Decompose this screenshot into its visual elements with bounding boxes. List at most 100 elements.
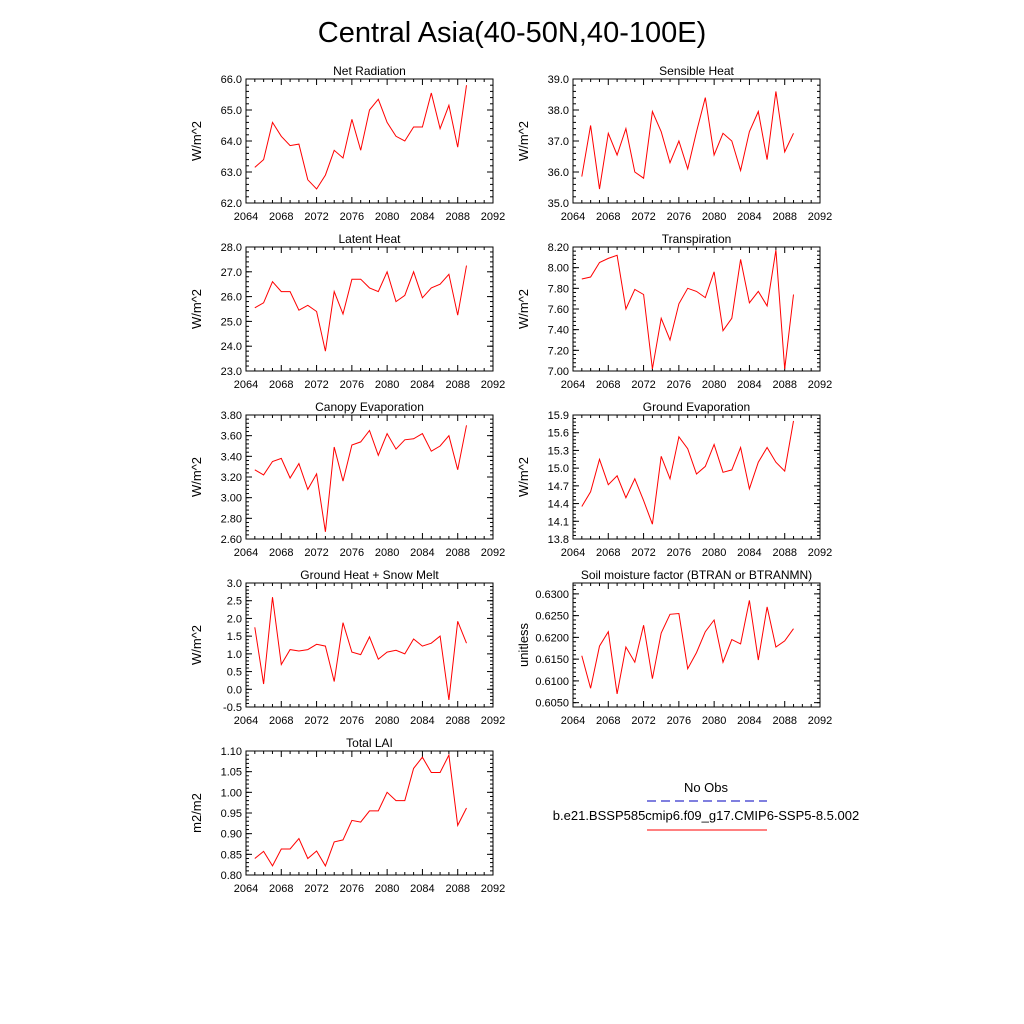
y-tick-label: 28.0: [221, 242, 242, 254]
x-tick-label: 2064: [234, 547, 258, 559]
y-tick-label: 14.1: [548, 516, 569, 528]
x-tick-label: 2068: [269, 379, 293, 391]
x-tick-label: 2088: [445, 715, 469, 727]
x-tick-label: 2072: [304, 211, 328, 223]
plot-frame: [572, 414, 821, 540]
y-tick-label: 0.95: [221, 808, 242, 820]
y-tick-label: 23.0: [221, 366, 242, 378]
y-tick-label: 2.80: [221, 513, 242, 525]
y-tick-label: 25.0: [221, 316, 242, 328]
series-line: [581, 250, 794, 369]
y-tick-label: 3.00: [221, 493, 242, 505]
x-tick-label: 2076: [667, 715, 691, 727]
x-tick-label: 2068: [269, 547, 293, 559]
plot-frame: [572, 246, 821, 372]
y-tick-label: 3.60: [221, 431, 242, 443]
x-tick-label: 2084: [737, 547, 761, 559]
panel-title: Latent Heat: [338, 232, 401, 246]
y-axis-label: W/m^2: [516, 121, 531, 161]
y-tick-label: 0.90: [221, 829, 242, 841]
legend-model-label: b.e21.BSSP585cmip6.f09_g17.CMIP6-SSP5-8.…: [553, 808, 859, 823]
x-tick-label: 2076: [340, 211, 364, 223]
y-axis-label: m2/m2: [189, 793, 204, 833]
panel-title: Transpiration: [662, 232, 732, 246]
y-axis-label: W/m^2: [189, 457, 204, 497]
x-tick-label: 2088: [445, 547, 469, 559]
y-tick-label: 3.40: [221, 451, 242, 463]
y-axis-label: W/m^2: [516, 457, 531, 497]
x-tick-label: 2072: [631, 547, 655, 559]
x-tick-label: 2084: [737, 211, 761, 223]
x-tick-label: 2088: [445, 883, 469, 895]
x-tick-label: 2064: [234, 211, 258, 223]
x-tick-label: 2068: [596, 547, 620, 559]
y-tick-label: 7.80: [548, 283, 569, 295]
x-tick-label: 2064: [234, 715, 258, 727]
x-tick-label: 2080: [702, 715, 726, 727]
x-tick-label: 2068: [596, 211, 620, 223]
y-tick-label: 7.20: [548, 345, 569, 357]
panel-title: Ground Evaporation: [643, 400, 750, 414]
series-line: [581, 420, 794, 525]
x-tick-label: 2080: [702, 379, 726, 391]
x-tick-label: 2088: [772, 379, 796, 391]
panel-title: Ground Heat + Snow Melt: [300, 568, 439, 582]
x-tick-label: 2072: [304, 883, 328, 895]
panel-title: Canopy Evaporation: [315, 400, 424, 414]
y-tick-label: 8.20: [548, 242, 569, 254]
x-tick-label: 2064: [234, 883, 258, 895]
panel-title: Soil moisture factor (BTRAN or BTRANMN): [581, 568, 812, 582]
y-tick-label: 0.80: [221, 870, 242, 882]
x-tick-label: 2072: [631, 211, 655, 223]
x-tick-label: 2068: [269, 883, 293, 895]
y-axis-label: W/m^2: [189, 121, 204, 161]
x-tick-label: 2084: [410, 379, 434, 391]
y-tick-label: 2.0: [227, 613, 242, 625]
x-tick-label: 2072: [631, 379, 655, 391]
x-tick-label: 2092: [481, 715, 505, 727]
x-tick-label: 2092: [808, 715, 832, 727]
x-tick-label: 2072: [631, 715, 655, 727]
y-tick-label: 65.0: [221, 105, 242, 117]
series-line: [581, 600, 794, 694]
x-tick-label: 2068: [596, 379, 620, 391]
y-tick-label: 1.5: [227, 631, 242, 643]
legend: No Obs b.e21.BSSP585cmip6.f09_g17.CMIP6-…: [553, 780, 859, 831]
y-tick-label: -0.5: [223, 702, 242, 714]
y-tick-label: 38.0: [548, 105, 569, 117]
y-tick-label: 14.4: [548, 499, 569, 511]
y-tick-label: 0.6100: [535, 676, 569, 688]
x-tick-label: 2076: [340, 715, 364, 727]
x-tick-label: 2088: [445, 211, 469, 223]
panel-total-lai: Total LAI 2064 2068 2072 2076 2080 2084 2088 209…: [189, 736, 505, 895]
y-tick-label: 3.0: [227, 578, 242, 590]
panel-net-radiation: Net Radiation 2064 2068 2072 2076 2080 2084 208…: [189, 64, 505, 223]
panel-soil-moisture-factor-btran-or-btranmn: Soil moisture factor (BTRAN or BTRANMN) 2…: [516, 568, 832, 727]
x-tick-label: 2084: [410, 715, 434, 727]
y-tick-label: 36.0: [548, 167, 569, 179]
x-tick-label: 2064: [561, 547, 585, 559]
y-tick-label: 24.0: [221, 341, 242, 353]
panel-latent-heat: Latent Heat 2064 2068 2072 2076 2080 2084 2088 2…: [189, 232, 505, 391]
y-tick-label: 26.0: [221, 292, 242, 304]
x-tick-label: 2072: [304, 379, 328, 391]
panel-title: Net Radiation: [333, 64, 406, 78]
y-tick-label: 0.6050: [535, 698, 569, 710]
y-tick-label: 8.00: [548, 263, 569, 275]
y-tick-label: 7.00: [548, 366, 569, 378]
y-tick-label: 15.0: [548, 463, 569, 475]
y-axis-label: W/m^2: [189, 625, 204, 665]
x-tick-label: 2084: [410, 211, 434, 223]
x-tick-label: 2084: [410, 883, 434, 895]
y-tick-label: 66.0: [221, 74, 242, 86]
x-tick-label: 2064: [234, 379, 258, 391]
x-tick-label: 2080: [375, 547, 399, 559]
figure-title: Central Asia(40-50N,40-100E): [318, 17, 706, 49]
x-tick-label: 2064: [561, 379, 585, 391]
y-tick-label: 15.9: [548, 410, 569, 422]
y-tick-label: 0.6200: [535, 632, 569, 644]
y-tick-label: 3.20: [221, 472, 242, 484]
plot-frame: [245, 582, 494, 708]
panel-title: Total LAI: [346, 736, 393, 750]
